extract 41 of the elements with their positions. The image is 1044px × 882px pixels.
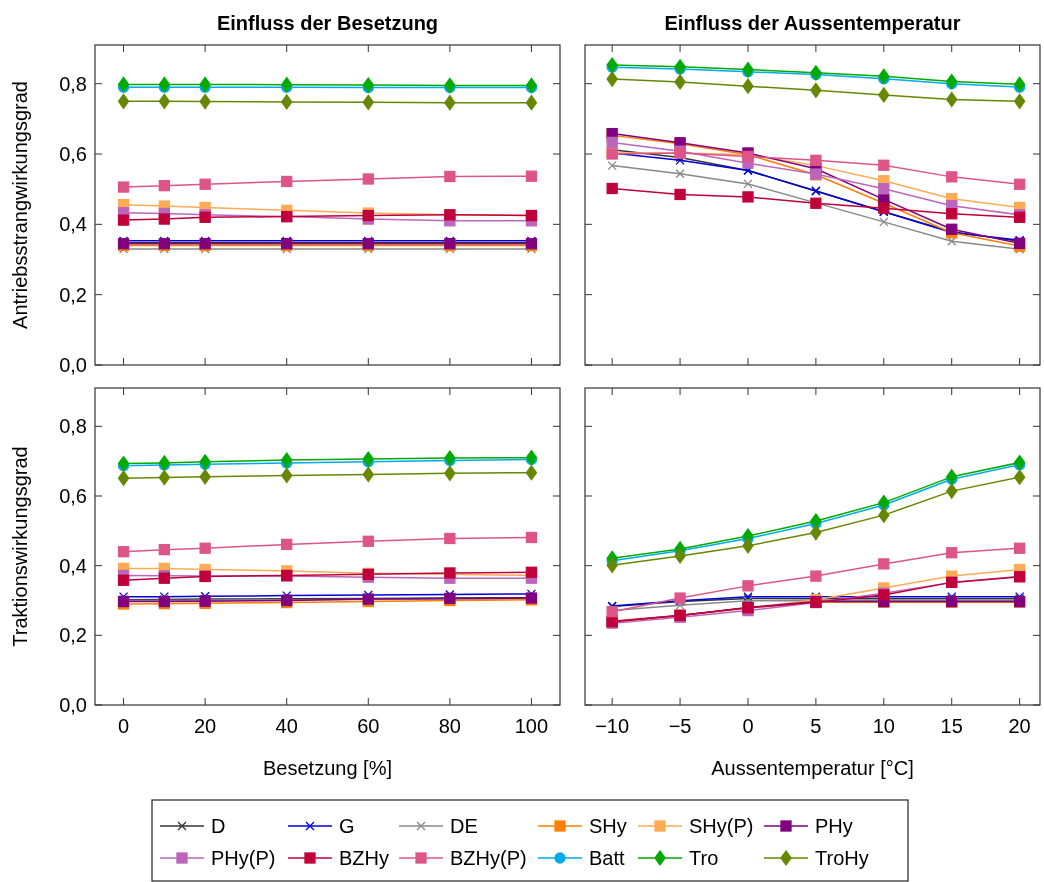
- x-tick-label: 20: [1008, 715, 1031, 737]
- y-tick-label: 0,2: [59, 283, 87, 306]
- x-tick-label: −5: [668, 715, 692, 737]
- legend-label: PHy(P): [211, 847, 276, 869]
- x-tick-label: −10: [595, 715, 630, 737]
- x-tick-label: 10: [872, 715, 895, 737]
- x-axis-title: Aussentemperatur [°C]: [711, 757, 914, 779]
- legend-label: TroHy: [815, 847, 869, 869]
- legend-label: BZHy(P): [450, 847, 527, 869]
- chart-title: Einfluss der Aussentemperatur: [664, 12, 961, 34]
- y-tick-label: 0,4: [59, 213, 87, 236]
- x-tick-label: 20: [194, 715, 217, 737]
- x-tick-label: 60: [357, 715, 380, 737]
- y-tick-label: 0,6: [59, 484, 87, 507]
- legend-label: Tro: [689, 847, 719, 869]
- legend-label: SHy(P): [689, 815, 754, 837]
- y-axis-title: Antriebsstrangwirkungsgrad: [9, 81, 31, 329]
- y-tick-label: 0,0: [59, 694, 87, 716]
- y-tick-label: 0,6: [59, 143, 87, 166]
- y-tick-label: 0,8: [59, 72, 87, 95]
- x-tick-label: 80: [438, 715, 461, 737]
- x-tick-label: 100: [514, 715, 549, 737]
- x-tick-label: 0: [742, 715, 754, 737]
- y-axis-title: Traktionswirkungsgrad: [9, 446, 31, 647]
- y-tick-label: 0,2: [59, 624, 87, 647]
- legend-label: Batt: [589, 847, 626, 869]
- legend-label: BZHy: [339, 847, 389, 869]
- y-tick-label: 0,4: [59, 554, 87, 577]
- x-tick-label: 5: [810, 715, 822, 737]
- legend-label: DE: [450, 815, 478, 837]
- y-tick-label: 0,8: [59, 415, 87, 438]
- legend-label: PHy: [815, 815, 853, 837]
- x-tick-label: 0: [117, 715, 130, 737]
- legend-label: D: [211, 815, 226, 837]
- x-tick-label: 15: [940, 715, 963, 737]
- legend-label: SHy: [589, 815, 627, 837]
- x-axis-title: Besetzung [%]: [263, 757, 392, 779]
- chart-title: Einfluss der Besetzung: [216, 12, 439, 34]
- legend-label: G: [339, 815, 355, 837]
- y-tick-label: 0,0: [59, 354, 87, 376]
- x-tick-label: 40: [275, 715, 298, 737]
